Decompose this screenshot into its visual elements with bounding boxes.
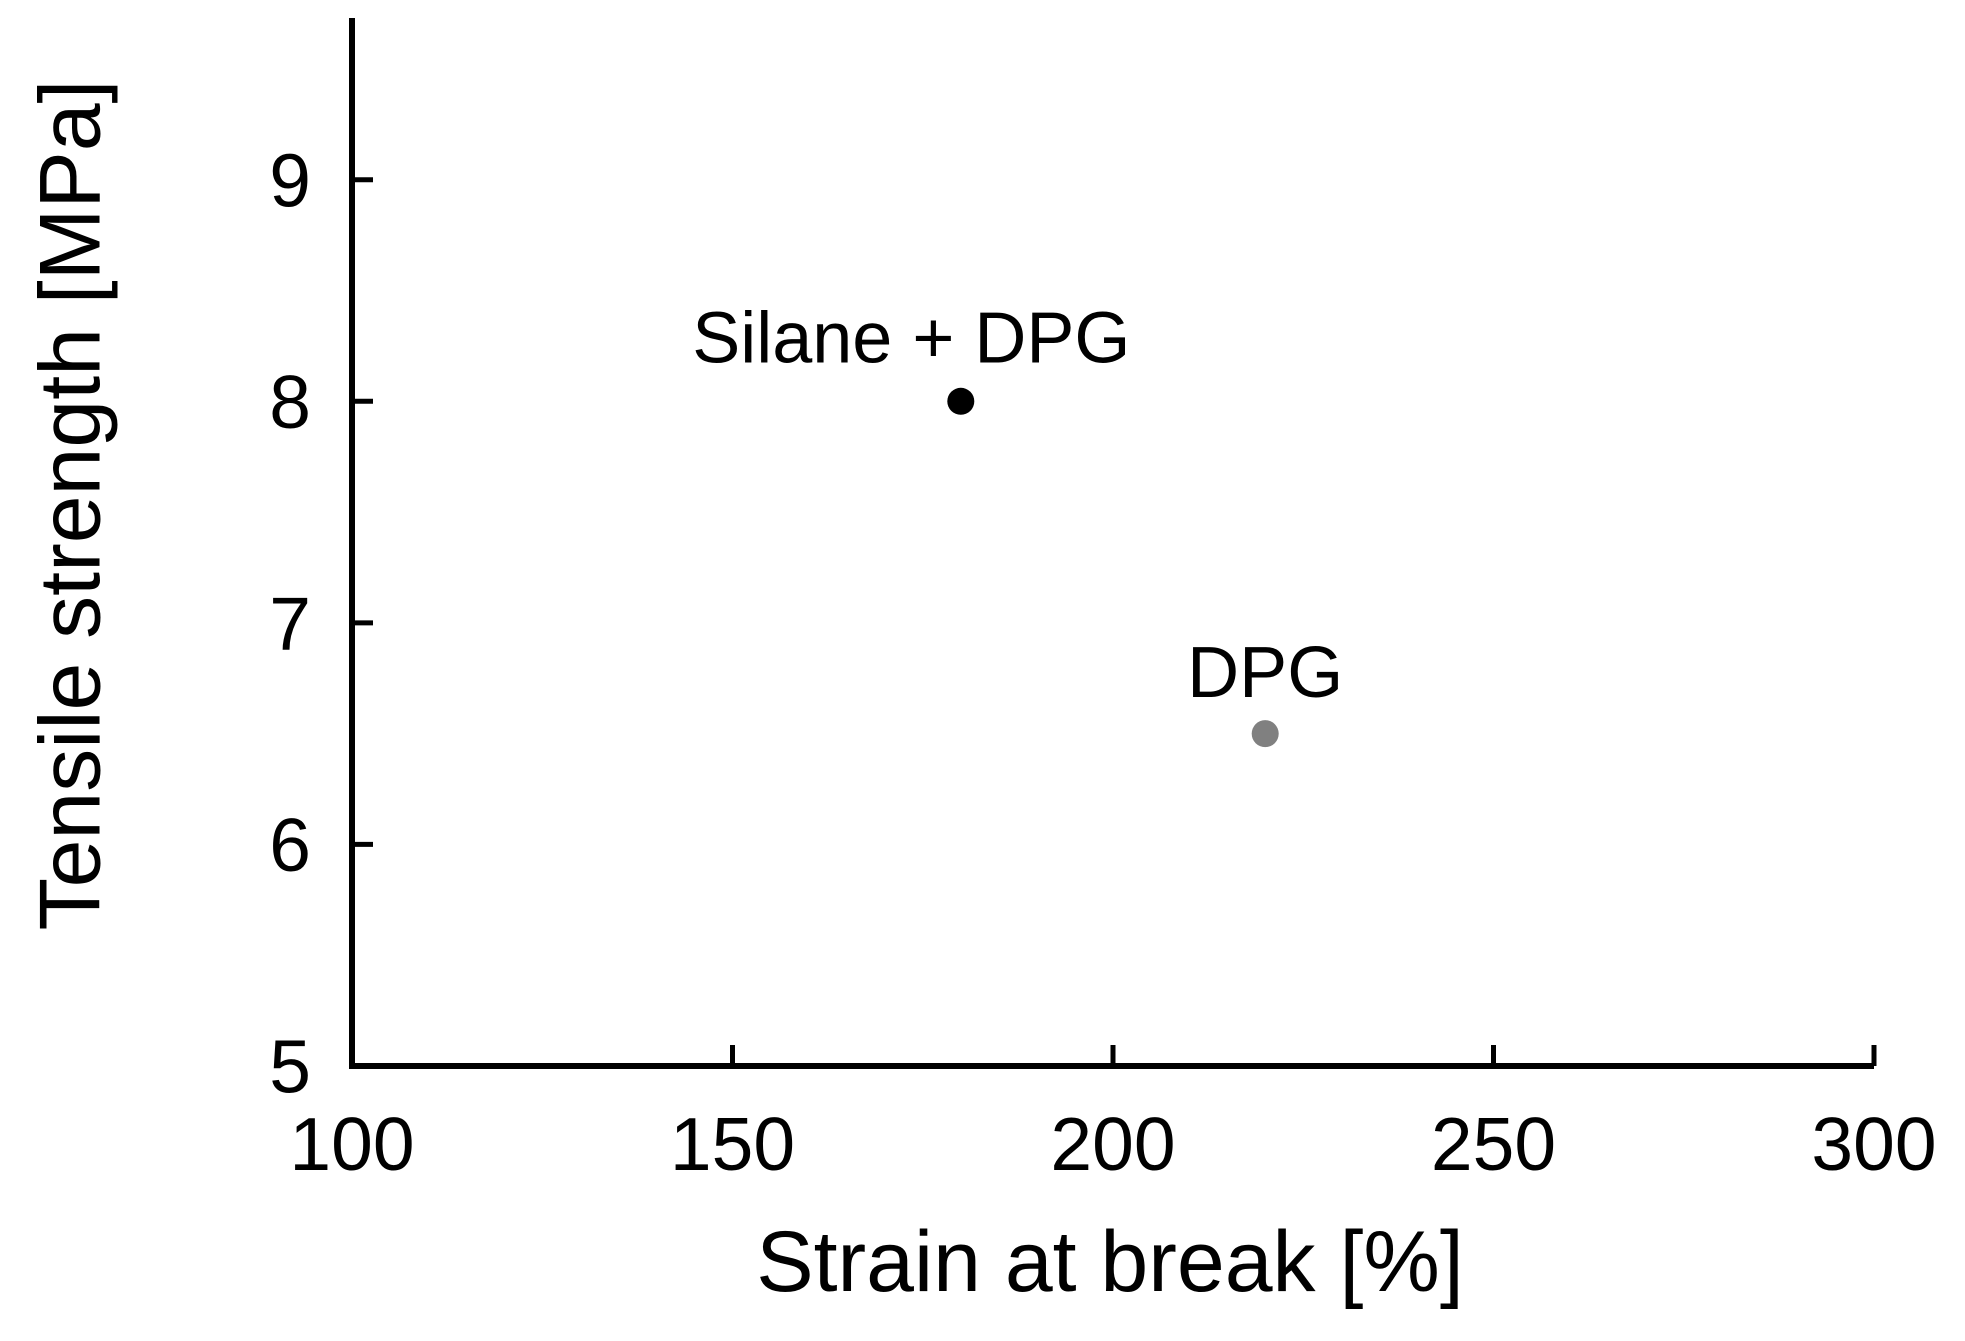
y-tick-label: 8: [269, 360, 311, 444]
data-point-silane-dpg: [947, 387, 975, 415]
x-tick-label: 200: [1050, 1102, 1175, 1186]
x-tick-label: 300: [1811, 1102, 1936, 1186]
data-points: [947, 387, 1279, 748]
y-tick-label: 5: [269, 1025, 311, 1109]
annotation-silane-dpg: Silane + DPG: [692, 299, 1130, 379]
data-point-dpg: [1251, 720, 1279, 748]
annotation-dpg: DPG: [1187, 633, 1343, 713]
x-axis-title: Strain at break [%]: [756, 1214, 1463, 1310]
x-tick-label: 150: [670, 1102, 795, 1186]
point-annotations: Silane + DPG DPG: [692, 299, 1343, 714]
y-tick-label: 6: [269, 803, 311, 887]
axes: 100 150 200 250 300 5 6 7 8 9: [269, 18, 1937, 1186]
y-tick-label: 7: [269, 581, 311, 665]
x-tick-label: 100: [289, 1102, 414, 1186]
y-tick-labels: 5 6 7 8 9: [269, 138, 311, 1108]
y-tick-label: 9: [269, 138, 311, 222]
x-tick-label: 250: [1431, 1102, 1556, 1186]
y-ticks: [352, 177, 373, 1069]
y-axis-title: Tensile strength [MPa]: [23, 80, 119, 931]
x-tick-labels: 100 150 200 250 300: [289, 1102, 1936, 1186]
x-ticks: [349, 1045, 1877, 1066]
